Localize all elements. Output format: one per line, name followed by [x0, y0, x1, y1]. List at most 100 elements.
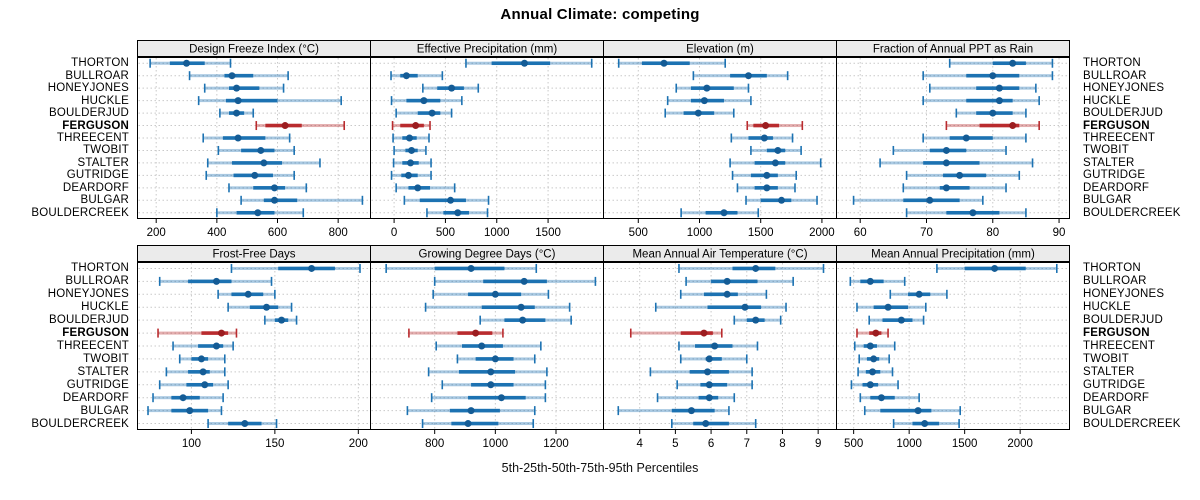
median-dot: [217, 329, 225, 337]
median-dot: [942, 146, 950, 154]
axis-tick-label: 2000: [1007, 438, 1033, 450]
median-dot: [448, 84, 456, 92]
median-dot: [201, 381, 209, 389]
site-labels-left: THORTON BULLROAR HONEYJONES HUCKLE BOULDERJU…: [0, 262, 133, 430]
median-dot: [308, 264, 316, 272]
axis-tick-label: 1500: [748, 227, 774, 239]
median-dot: [186, 407, 194, 415]
site-label: THORTON: [71, 57, 129, 70]
site-label: THREECENT: [1083, 340, 1156, 352]
median-dot: [956, 171, 964, 179]
site-label: BULLROAR: [65, 69, 129, 82]
panel-title: Mean Annual Precipitation (mm): [871, 249, 1035, 261]
median-dot: [257, 146, 265, 154]
site-label: FERGUSON: [62, 119, 129, 132]
panel-title: Elevation (m): [686, 44, 754, 56]
median-dot: [263, 303, 271, 311]
iqr-band-25-75: [880, 408, 932, 413]
axis-tick-label: 1500: [535, 227, 561, 239]
site-label: FERGUSON: [1083, 119, 1150, 132]
median-dot: [234, 97, 242, 105]
iqr-band-25-75: [458, 370, 516, 374]
panel-canvas: Frost-Free Days 100 150 200: [137, 245, 371, 450]
panel-canvas: Elevation (m) 500 1000 1500 2000: [603, 40, 837, 239]
median-dot: [520, 59, 528, 67]
median-dot: [942, 159, 950, 167]
panel: Mean Annual Air Temperature (°C) 4 5 6 7 8 9: [603, 245, 837, 461]
median-dot: [183, 59, 191, 67]
site-label: HUCKLE: [1083, 94, 1131, 107]
median-dot: [687, 407, 695, 415]
median-dot: [723, 277, 731, 285]
site-label: HUCKLE: [81, 94, 129, 107]
site-labels-right: THORTON BULLROAR HONEYJONES HUCKLE BOULDERJU…: [1077, 57, 1199, 219]
panel-canvas: Mean Annual Air Temperature (°C) 4 5 6 7 8 9: [603, 245, 837, 450]
median-dot: [915, 290, 923, 298]
panel: Design Freeze Index (°C) 200 400 600 800: [137, 40, 371, 250]
median-dot: [1009, 122, 1017, 130]
axis-tick-label: 200: [349, 438, 368, 450]
median-dot: [763, 184, 771, 192]
site-label: TWOBIT: [83, 352, 129, 365]
site-label: DEARDORF: [1083, 391, 1150, 404]
axis-tick-label: 8: [779, 438, 785, 450]
median-dot: [197, 355, 205, 363]
iqr-band-25-75: [419, 198, 466, 203]
median-dot: [942, 184, 950, 192]
site-label: BOULDERCREEK: [1083, 417, 1181, 430]
panel-title: Mean Annual Air Temperature (°C): [632, 249, 807, 261]
panel-strip: [836, 245, 1070, 262]
iqr-band-25-75: [468, 395, 526, 400]
site-label: TWOBIT: [83, 144, 129, 157]
iqr-band-25-75: [939, 186, 970, 190]
axis-tick-label: 100: [182, 438, 201, 450]
site-label: DEARDORF: [62, 391, 129, 404]
iqr-band-25-75: [680, 331, 713, 335]
panel-canvas: Fraction of Annual PPT as Rain 60 70 80 90: [836, 40, 1070, 239]
site-label: BULGAR: [1083, 404, 1132, 417]
median-dot: [921, 420, 929, 428]
median-dot: [741, 303, 749, 311]
median-dot: [467, 407, 475, 415]
iqr-band-25-75: [263, 198, 298, 203]
site-label: GUTRIDGE: [1083, 169, 1146, 182]
panel: Frost-Free Days 100 150 200: [137, 245, 371, 461]
site-label: THREECENT: [1083, 132, 1156, 144]
site-label: STALTER: [1083, 365, 1135, 378]
iqr-band-25-75: [449, 408, 500, 413]
site-label: HONEYJONES: [47, 288, 129, 301]
panel-canvas: Mean Annual Precipitation (mm) 500 1000 150…: [836, 245, 1070, 450]
median-dot: [467, 264, 475, 272]
median-dot: [771, 159, 779, 167]
median-dot: [897, 316, 905, 324]
iqr-band-25-75: [949, 136, 993, 140]
median-dot: [744, 72, 752, 80]
site-label: STALTER: [1083, 156, 1135, 169]
panel: Fraction of Annual PPT as Rain 60 70 80 90: [836, 40, 1070, 250]
panel: Growing Degree Days (°C) 800 1000 1200: [370, 245, 604, 461]
median-dot: [420, 97, 428, 105]
iqr-band-25-75: [693, 421, 729, 426]
median-dot: [884, 303, 892, 311]
axis-tick-label: 4: [636, 438, 643, 450]
site-label: HONEYJONES: [1083, 82, 1165, 95]
median-dot: [454, 209, 462, 217]
median-dot: [991, 264, 999, 272]
site-label: BOULDERCREEK: [31, 417, 129, 430]
axis-tick-label: 400: [207, 227, 226, 239]
iqr-band-25-75: [491, 61, 551, 66]
median-dot: [254, 209, 262, 217]
iqr-band-25-75: [201, 331, 229, 335]
axis-tick-label: 5: [672, 438, 678, 450]
iqr-band-25-75: [188, 279, 232, 284]
median-dot: [278, 316, 286, 324]
median-dot: [700, 329, 708, 337]
axis-caption: 5th-25th-50th-75th-95th Percentiles: [501, 461, 699, 475]
median-dot: [519, 316, 527, 324]
median-dot: [212, 277, 220, 285]
axis-tick-label: 1000: [896, 438, 922, 450]
median-dot: [660, 59, 668, 67]
median-dot: [763, 171, 771, 179]
median-dot: [926, 196, 934, 204]
iqr-band-25-75: [943, 173, 987, 178]
